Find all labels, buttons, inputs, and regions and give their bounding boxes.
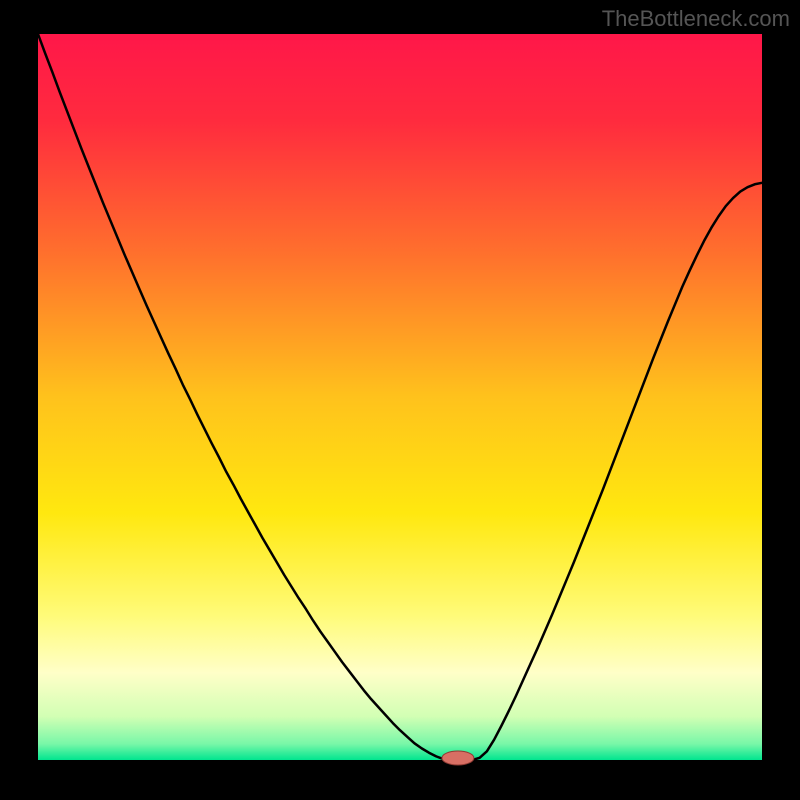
watermark-text: TheBottleneck.com — [602, 6, 790, 32]
chart-container: TheBottleneck.com — [0, 0, 800, 800]
bottleneck-chart — [0, 0, 800, 800]
optimum-marker — [442, 751, 474, 765]
chart-background — [38, 34, 762, 760]
